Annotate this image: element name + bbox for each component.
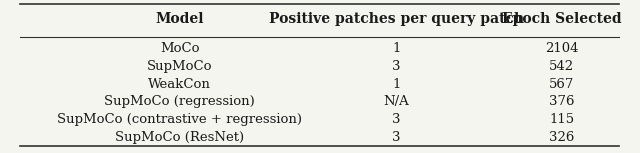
Text: 326: 326: [549, 131, 575, 144]
Text: SupMoCo (contrastive + regression): SupMoCo (contrastive + regression): [57, 113, 302, 126]
Text: 1: 1: [392, 78, 401, 91]
Text: MoCo: MoCo: [160, 42, 200, 55]
Text: 115: 115: [549, 113, 575, 126]
Text: 3: 3: [392, 131, 401, 144]
Text: SupMoCo: SupMoCo: [147, 60, 212, 73]
Text: 542: 542: [549, 60, 575, 73]
Text: 1: 1: [392, 42, 401, 55]
Text: 2104: 2104: [545, 42, 579, 55]
Text: N/A: N/A: [383, 95, 409, 108]
Text: Positive patches per query patch: Positive patches per query patch: [269, 12, 524, 26]
Text: Epoch Selected: Epoch Selected: [502, 12, 621, 26]
Text: 376: 376: [549, 95, 575, 108]
Text: Model: Model: [156, 12, 204, 26]
Text: 3: 3: [392, 113, 401, 126]
Text: 3: 3: [392, 60, 401, 73]
Text: SupMoCo (ResNet): SupMoCo (ResNet): [115, 131, 244, 144]
Text: SupMoCo (regression): SupMoCo (regression): [104, 95, 255, 108]
Text: 567: 567: [549, 78, 575, 91]
Text: WeakCon: WeakCon: [148, 78, 211, 91]
